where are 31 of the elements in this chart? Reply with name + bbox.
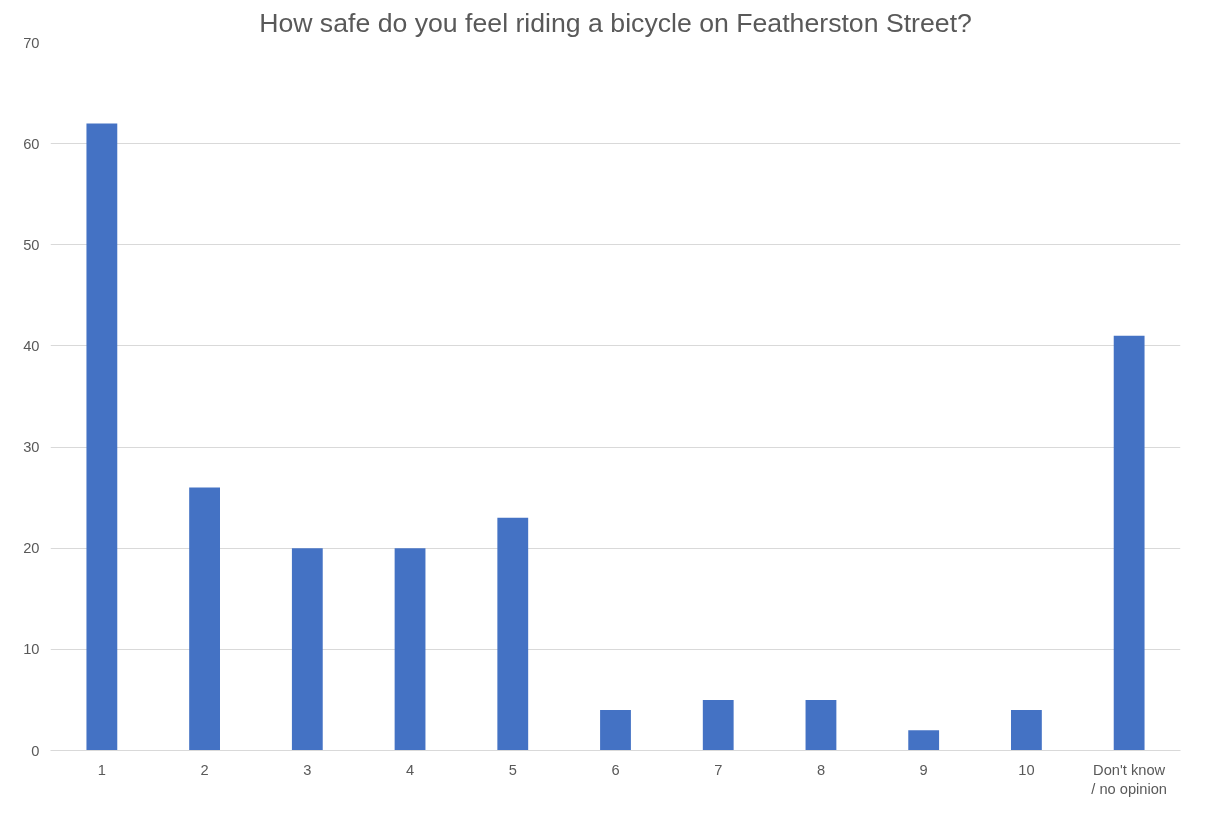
x-tick-label: 8 bbox=[816, 761, 826, 778]
y-tick-label: 30 bbox=[23, 439, 40, 456]
bar bbox=[600, 710, 631, 751]
y-tick-label: 70 bbox=[23, 34, 40, 51]
bar bbox=[86, 123, 118, 751]
x-tick-label: 10 bbox=[1018, 761, 1035, 778]
bar bbox=[1011, 710, 1042, 751]
bar bbox=[189, 487, 220, 751]
bar bbox=[291, 548, 323, 751]
y-tick-label: 0 bbox=[31, 742, 40, 759]
x-tick-label: 4 bbox=[405, 761, 415, 778]
bar bbox=[805, 699, 837, 751]
bar bbox=[497, 517, 529, 751]
x-tick-label: 3 bbox=[303, 761, 312, 778]
x-tick-label: 5 bbox=[508, 761, 517, 778]
x-tick-label: 6 bbox=[611, 761, 620, 778]
y-tick-label: 40 bbox=[23, 337, 40, 354]
x-tick-label: 2 bbox=[200, 761, 209, 778]
y-tick-label: 10 bbox=[23, 641, 40, 658]
x-tick-label: 1 bbox=[97, 761, 106, 778]
bar bbox=[1113, 335, 1145, 751]
y-tick-label: 60 bbox=[23, 135, 40, 152]
chart-title: How safe do you feel riding a bicycle on Featherston Street? bbox=[259, 7, 972, 38]
x-tick-label: Don't know / no opinion bbox=[1091, 761, 1168, 797]
bar bbox=[908, 730, 940, 751]
bar bbox=[394, 548, 426, 751]
x-tick-label: 7 bbox=[714, 761, 723, 778]
y-tick-label: 50 bbox=[23, 236, 40, 253]
y-tick-label: 20 bbox=[23, 540, 40, 557]
bar bbox=[702, 699, 734, 751]
x-tick-label: 9 bbox=[919, 761, 928, 778]
